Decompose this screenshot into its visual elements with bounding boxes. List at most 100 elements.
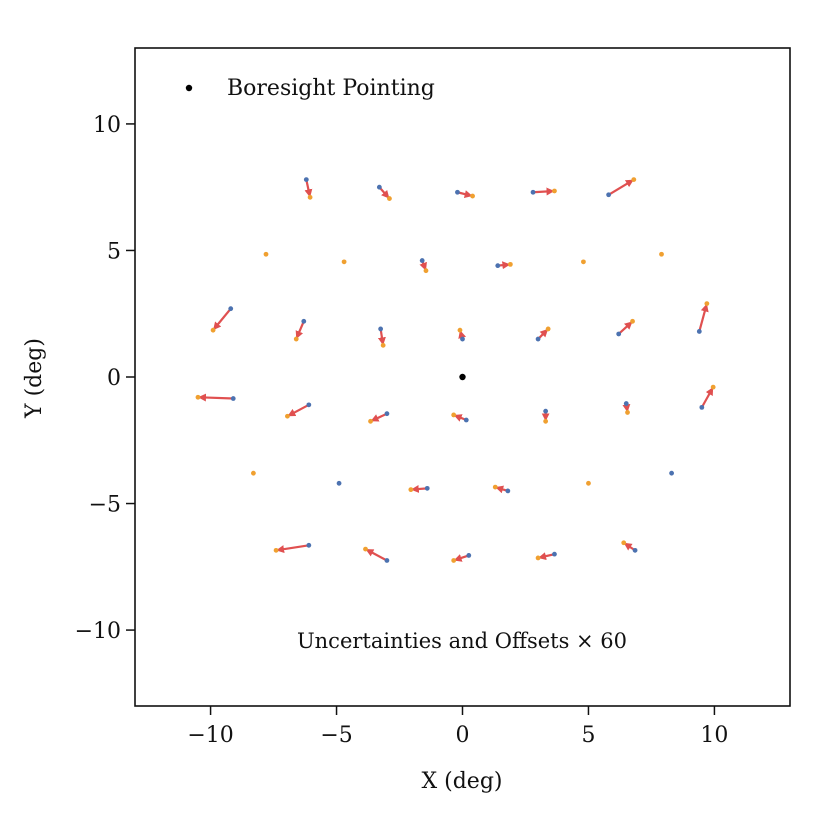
nominal-point bbox=[466, 553, 472, 558]
measured-point bbox=[363, 546, 368, 552]
offset-arrow bbox=[700, 387, 714, 408]
measured-point bbox=[380, 342, 386, 348]
nominal-point bbox=[699, 404, 705, 410]
offset-arrow bbox=[295, 320, 305, 340]
measured-point bbox=[341, 259, 347, 265]
measured-point bbox=[535, 555, 541, 561]
measured-point bbox=[285, 413, 290, 419]
measured-point bbox=[625, 410, 630, 415]
x-tick-label: −10 bbox=[187, 723, 233, 748]
nominal-point bbox=[301, 318, 307, 324]
measured-point bbox=[470, 193, 475, 199]
nominal-point bbox=[606, 192, 612, 198]
legend-boresight-marker bbox=[185, 84, 193, 92]
measured-point bbox=[368, 418, 373, 424]
measured-point bbox=[263, 251, 269, 257]
offset-arrow bbox=[538, 552, 555, 561]
measured-point bbox=[586, 480, 591, 486]
offset-arrow bbox=[608, 179, 634, 196]
measured-point bbox=[631, 177, 637, 183]
measured-point bbox=[387, 196, 392, 201]
nominal-point bbox=[530, 189, 536, 195]
offset-arrow bbox=[213, 307, 232, 331]
measured-point bbox=[307, 194, 313, 200]
measured-point bbox=[710, 384, 716, 390]
measured-point bbox=[704, 301, 710, 307]
nominal-point bbox=[460, 336, 465, 342]
y-tick-label: 10 bbox=[93, 113, 121, 138]
nominal-point bbox=[306, 402, 312, 408]
offset-arrow bbox=[365, 549, 388, 562]
offset-arrow bbox=[370, 412, 388, 422]
y-axis-label: Y (deg) bbox=[22, 338, 47, 419]
offset-arrow bbox=[197, 393, 234, 402]
nominal-point bbox=[632, 547, 638, 553]
axis-ticks: −10 −5 0 5 10 −10 −5 0 5 10 bbox=[75, 113, 729, 748]
y-tick-label: −5 bbox=[89, 493, 121, 518]
nominal-point bbox=[378, 326, 384, 332]
measured-point bbox=[273, 547, 279, 553]
measured-point bbox=[552, 188, 557, 194]
measured-point bbox=[457, 327, 463, 333]
nominal-point bbox=[696, 329, 702, 334]
offset-arrow bbox=[276, 544, 309, 554]
nominal-point bbox=[616, 331, 622, 337]
measured-point bbox=[451, 558, 457, 563]
data-points bbox=[195, 177, 716, 563]
x-tick-label: 0 bbox=[456, 723, 470, 748]
measured-point bbox=[451, 412, 457, 418]
measured-point bbox=[423, 268, 429, 274]
measured-point bbox=[543, 418, 549, 424]
measured-point bbox=[630, 318, 635, 324]
offset-arrow bbox=[287, 403, 310, 417]
annotation-text: Uncertainties and Offsets × 60 bbox=[297, 629, 627, 653]
nominal-point bbox=[303, 177, 309, 183]
x-axis-label: X (deg) bbox=[421, 769, 502, 794]
nominal-point bbox=[552, 551, 557, 557]
boresight-point bbox=[459, 373, 466, 381]
offset-arrows bbox=[197, 179, 714, 562]
nominal-point bbox=[495, 263, 501, 269]
measured-point bbox=[408, 487, 414, 493]
measured-point bbox=[581, 259, 586, 265]
x-tick-label: −5 bbox=[320, 723, 352, 748]
nominal-point bbox=[505, 488, 511, 494]
y-tick-label: 5 bbox=[107, 239, 121, 264]
nominal-point bbox=[384, 411, 390, 417]
y-tick-label: −10 bbox=[75, 619, 121, 644]
nominal-point bbox=[336, 480, 342, 486]
nominal-point bbox=[384, 558, 390, 563]
measured-point bbox=[251, 470, 256, 476]
nominal-point bbox=[228, 306, 234, 312]
offset-arrow bbox=[377, 328, 386, 346]
measured-point bbox=[293, 336, 299, 342]
measured-point bbox=[210, 327, 216, 333]
measured-point bbox=[659, 251, 664, 257]
legend-label: Boresight Pointing bbox=[227, 76, 435, 101]
nominal-point bbox=[543, 408, 549, 414]
x-tick-label: 10 bbox=[700, 723, 728, 748]
nominal-point bbox=[535, 336, 541, 342]
nominal-point bbox=[419, 258, 425, 263]
nominal-point bbox=[623, 401, 629, 406]
x-tick-label: 5 bbox=[581, 723, 595, 748]
nominal-point bbox=[455, 189, 460, 195]
nominal-point bbox=[669, 470, 674, 476]
nominal-point bbox=[376, 184, 382, 190]
nominal-point bbox=[230, 396, 236, 401]
nominal-point bbox=[463, 417, 469, 423]
measured-point bbox=[195, 394, 201, 400]
measured-point bbox=[492, 484, 498, 490]
offset-arrow bbox=[410, 485, 428, 493]
offset-arrow bbox=[617, 321, 633, 335]
y-tick-label: 0 bbox=[107, 366, 121, 391]
measured-point bbox=[507, 261, 513, 267]
measured-point bbox=[545, 326, 551, 332]
offset-arrow bbox=[532, 187, 555, 196]
offset-arrow bbox=[698, 303, 709, 332]
nominal-point bbox=[306, 542, 312, 548]
measured-point bbox=[621, 540, 627, 546]
nominal-point bbox=[424, 485, 430, 491]
offset-arrow bbox=[304, 179, 313, 198]
